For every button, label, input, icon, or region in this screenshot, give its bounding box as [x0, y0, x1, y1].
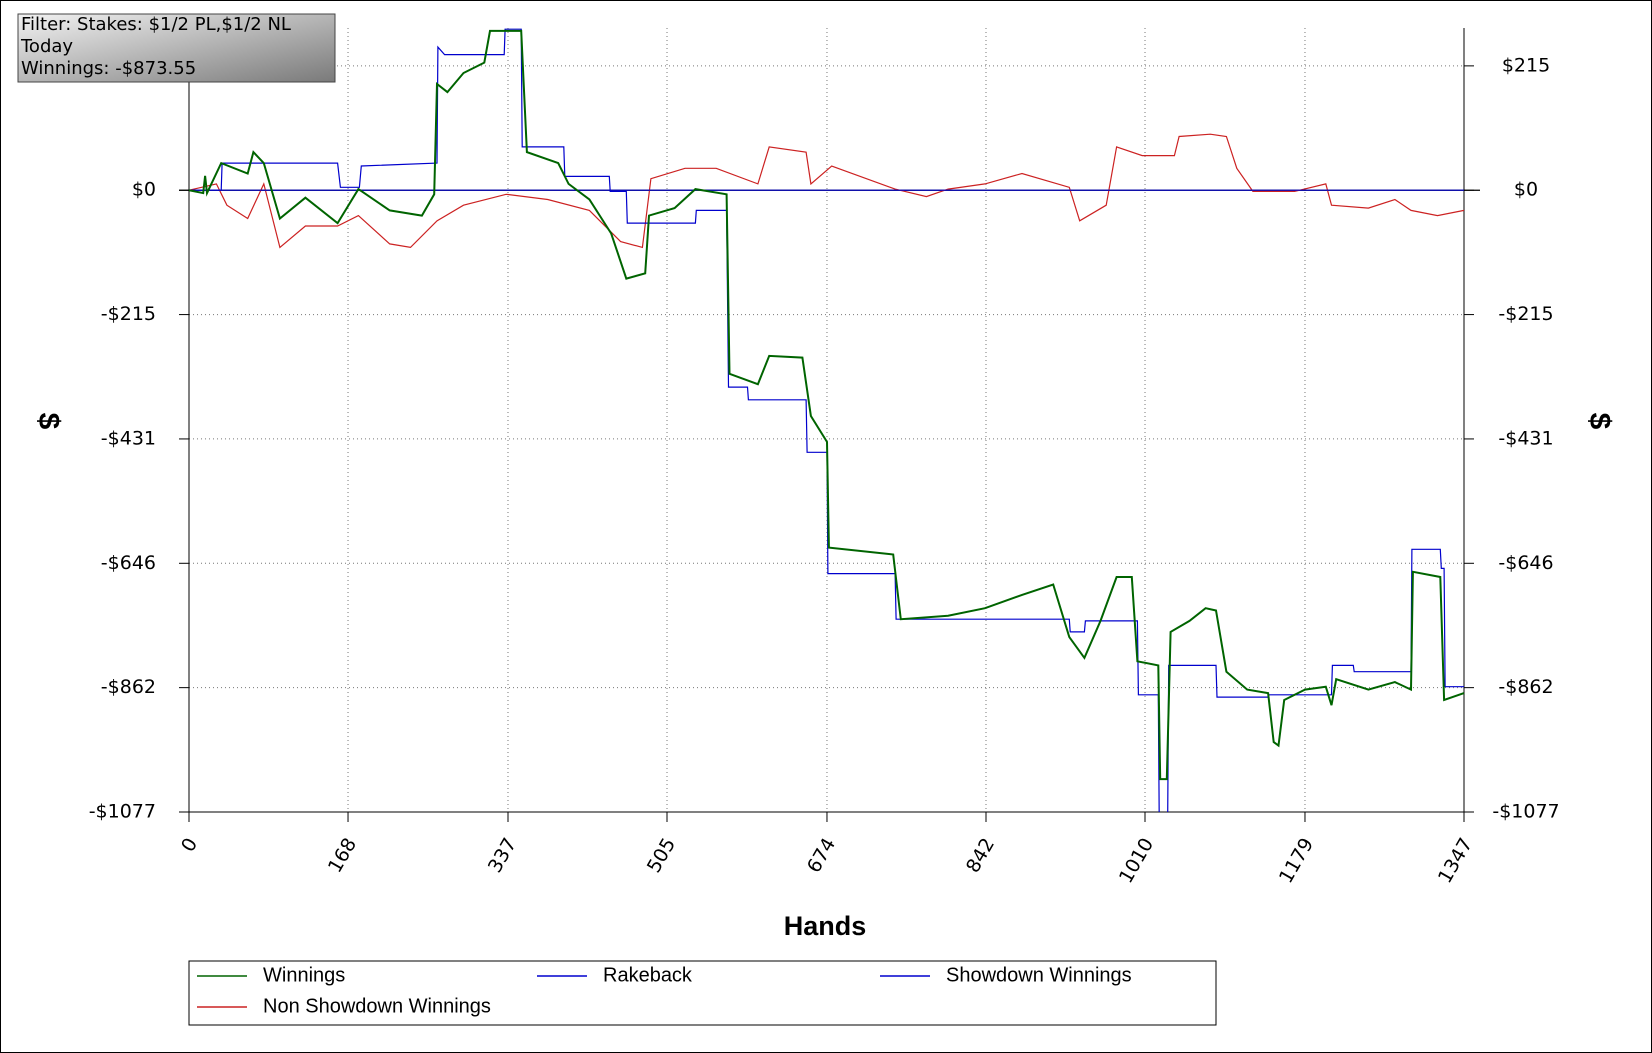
- y-tick-label: $0: [132, 179, 156, 201]
- legend-label: Winnings: [263, 964, 345, 986]
- info-line: Filter: Stakes: $1/2 PL,$1/2 NL: [21, 14, 291, 35]
- y-axis-title: $: [32, 413, 65, 430]
- x-axis-title: Hands: [784, 911, 867, 941]
- y-tick-label: -$646: [101, 552, 156, 574]
- y2-tick-label: -$215: [1498, 303, 1553, 325]
- y2-tick-label: -$646: [1498, 552, 1553, 574]
- legend: Winnings Rakeback Showdown Winnings Non Sho…: [197, 964, 1132, 1017]
- y2-tick-label: -$862: [1498, 676, 1553, 698]
- info-box: Filter: Stakes: $1/2 PL,$1/2 NLTodayWinn…: [17, 13, 336, 83]
- info-texts: Filter: Stakes: $1/2 PL,$1/2 NLTodayWinn…: [20, 14, 291, 79]
- y2-tick-label: $215: [1502, 54, 1550, 76]
- series-lines: [189, 28, 1465, 812]
- y-tick-label: -$1077: [89, 801, 156, 823]
- info-background: [17, 13, 336, 83]
- legend-box: [188, 960, 1217, 1026]
- series-line: [189, 29, 1465, 781]
- legend-label: Non Showdown Winnings: [263, 995, 491, 1017]
- info-line: Today: [20, 36, 73, 57]
- y2-tick-label: -$1077: [1492, 801, 1559, 823]
- legend-label: Rakeback: [603, 964, 693, 986]
- series-line: [189, 133, 1465, 249]
- y2-tick-label: $0: [1514, 179, 1538, 201]
- y-tick-label: -$431: [101, 427, 156, 449]
- y2-axis-title: $: [1583, 413, 1616, 430]
- y-tick-label: -$215: [101, 303, 156, 325]
- y-tick-label: -$862: [101, 676, 156, 698]
- legend-label: Showdown Winnings: [946, 964, 1132, 986]
- info-line: Winnings: -$873.55: [21, 58, 196, 79]
- y2-tick-label: -$431: [1498, 427, 1553, 449]
